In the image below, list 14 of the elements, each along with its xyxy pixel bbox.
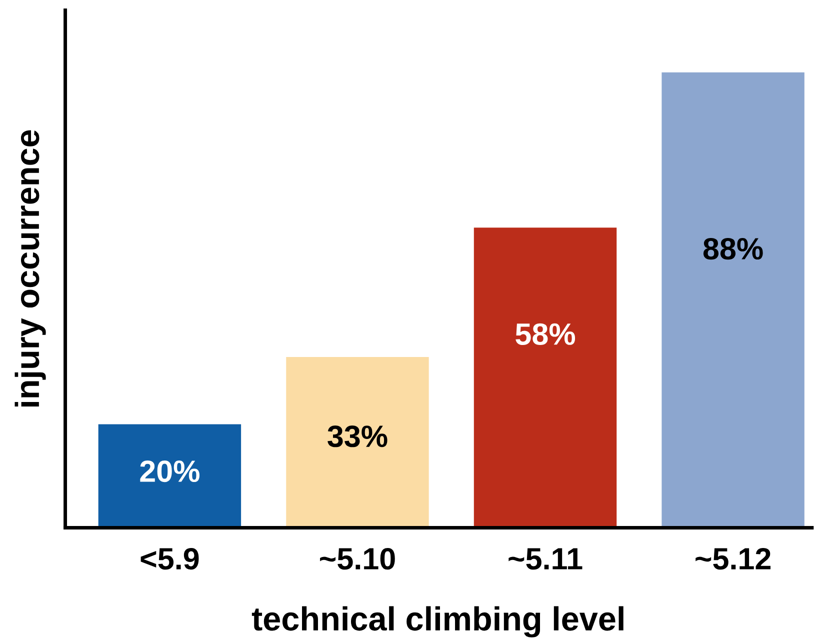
data-label: 33%: [328, 425, 388, 448]
bar: [286, 356, 429, 528]
bar: [474, 228, 617, 528]
data-label: 88%: [703, 238, 763, 260]
data-label: 58%: [516, 323, 576, 345]
bar: [662, 72, 804, 528]
x-tick-label: ~5.12: [696, 548, 770, 570]
x-tick-label: ~5.10: [320, 548, 395, 570]
bar: [98, 424, 242, 528]
x-tick-label: ~5.11: [508, 548, 582, 570]
y-axis-title: injury occurrence: [14, 130, 46, 407]
x-tick-label: <5.9: [140, 548, 199, 570]
x-axis-title: technical climbing level: [252, 606, 624, 638]
data-label: 20%: [140, 460, 200, 482]
